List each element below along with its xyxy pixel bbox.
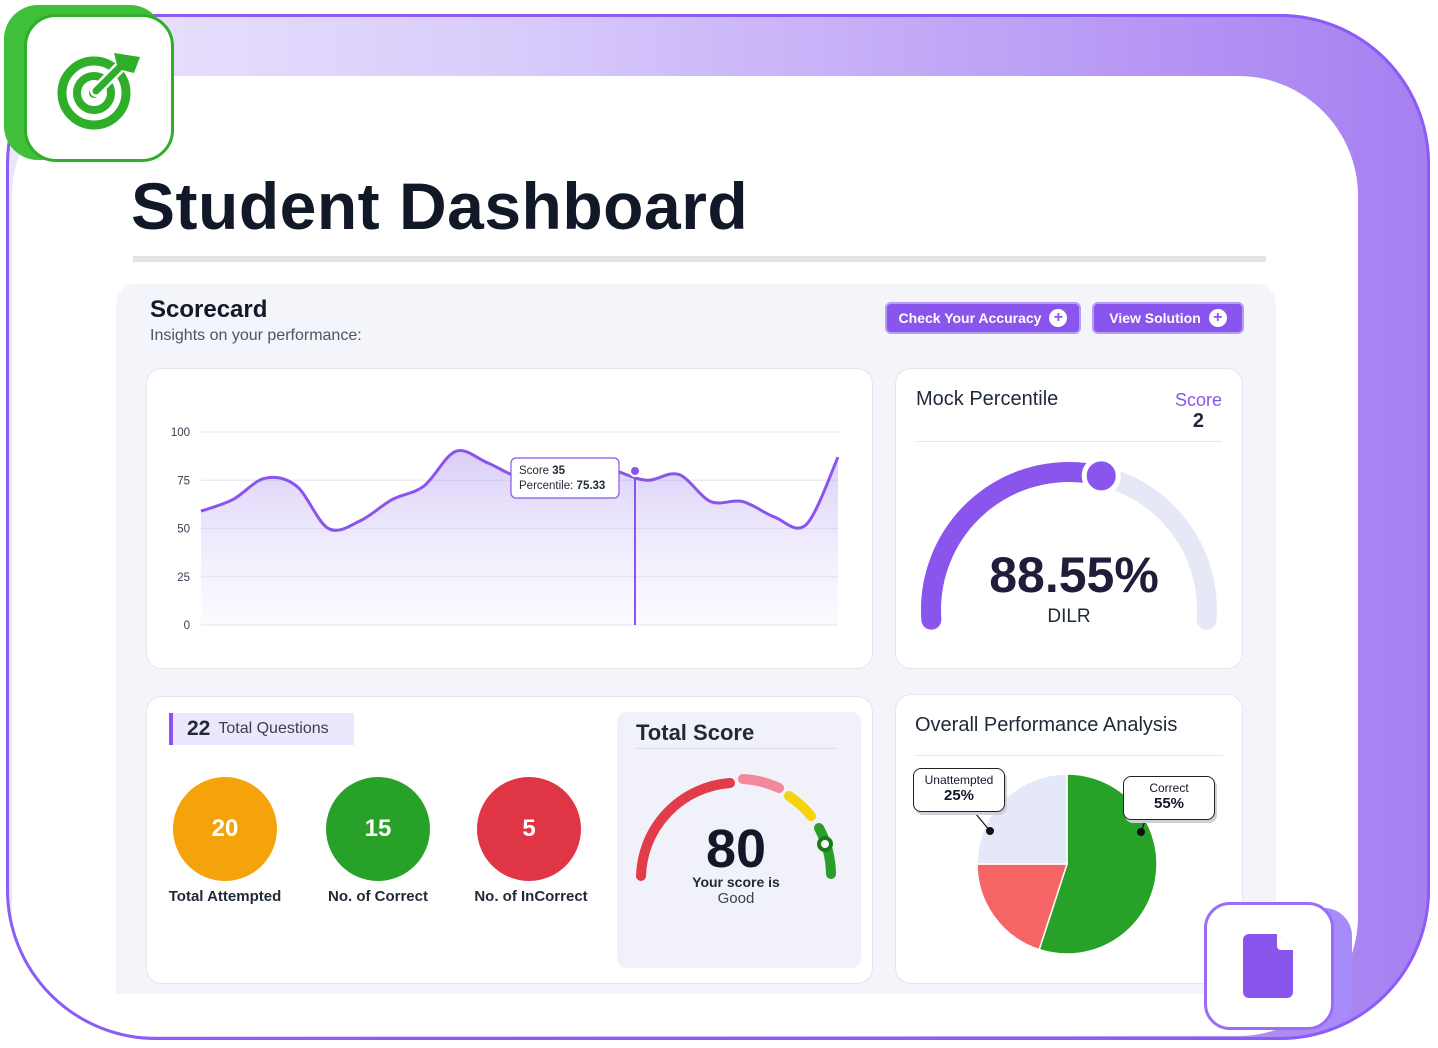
chart-y-tick: 75 <box>177 475 190 487</box>
mock-percentile-divider <box>916 441 1222 442</box>
total-questions-badge: 22 Total Questions <box>169 713 354 745</box>
correct-leader-dot <box>1137 828 1145 836</box>
total-score-value: 80 <box>705 819 767 879</box>
percentile-gauge <box>921 456 1217 630</box>
check-accuracy-button[interactable]: Check Your Accuracy + <box>885 302 1081 334</box>
correct-callout: Correct 55% <box>1123 776 1215 820</box>
mock-percentile-value: 88.55% <box>989 547 1159 603</box>
check-accuracy-label: Check Your Accuracy <box>898 310 1042 326</box>
logo-badge <box>24 14 174 162</box>
correct-circle: 15 <box>326 777 430 881</box>
svg-text:Score 35: Score 35 <box>519 465 566 477</box>
chart-y-tick: 0 <box>184 620 190 632</box>
file-icon <box>1243 934 1293 998</box>
gauge-fill <box>921 462 1112 630</box>
scorecard-title: Scorecard <box>150 296 268 323</box>
score-gauge <box>636 774 836 881</box>
score-gauge-marker <box>817 836 833 852</box>
score-gauge-pink-segment <box>738 774 784 793</box>
mock-percentile-title: Mock Percentile <box>916 388 1059 410</box>
attempted-circle: 20 <box>173 777 277 881</box>
total-score-rating: Good <box>717 890 755 907</box>
mock-score-label: Score <box>1174 390 1222 410</box>
correct-label: No. of Correct <box>327 888 428 905</box>
target-arrow-icon <box>57 53 140 130</box>
performance-divider <box>915 755 1223 756</box>
percentile-line-chart: 0 25 50 75 100 Score 35 Percentile: 75.33 <box>171 427 840 632</box>
tooltip-percentile-label: Percentile: <box>519 480 573 492</box>
mock-percentile-section: DILR <box>1047 606 1091 627</box>
tooltip-score-label: Score <box>519 465 549 477</box>
tooltip-score-value: 35 <box>552 465 565 477</box>
unattempted-leader-dot <box>986 827 994 835</box>
gauge-knob[interactable] <box>1081 456 1121 496</box>
chart-y-tick: 50 <box>177 524 190 536</box>
chart-y-tick: 100 <box>171 427 190 439</box>
view-solution-button[interactable]: View Solution + <box>1092 302 1244 334</box>
unattempted-callout-label: Unattempted <box>924 773 994 787</box>
unattempted-callout: Unattempted 25% <box>913 768 1005 812</box>
correct-count: 15 <box>364 815 392 842</box>
performance-title: Overall Performance Analysis <box>915 714 1178 736</box>
attempted-label: Total Attempted <box>168 888 282 905</box>
file-badge[interactable] <box>1204 902 1334 1030</box>
correct-callout-label: Correct <box>1149 781 1189 795</box>
incorrect-label: No. of InCorrect <box>474 888 588 905</box>
chart-cursor-dot[interactable] <box>629 465 641 477</box>
plus-circle-icon: + <box>1208 309 1227 327</box>
chart-tooltip: Score 35 Percentile: 75.33 <box>510 457 620 499</box>
total-score-caption: Your score is <box>692 874 780 890</box>
correct-callout-value: 55% <box>1153 795 1185 812</box>
frame-outline <box>6 14 1430 1040</box>
pie-slice-incorrect <box>976 863 1069 951</box>
page-title: Student Dashboard <box>131 169 749 243</box>
tooltip-percentile-value: 75.33 <box>577 480 606 492</box>
score-gauge-yellow-segment <box>784 791 816 821</box>
plus-circle-icon: + <box>1049 309 1068 327</box>
chart-y-tick: 25 <box>177 572 190 584</box>
score-gauge-red-segment <box>636 778 735 881</box>
title-divider <box>133 256 1266 262</box>
scorecard-subtitle: Insights on your performance: <box>150 327 362 344</box>
unattempted-callout-value: 25% <box>943 787 975 804</box>
attempted-count: 20 <box>211 815 239 842</box>
incorrect-count: 5 <box>522 815 536 842</box>
total-score-divider <box>636 748 836 749</box>
total-questions-count: 22 <box>187 717 211 740</box>
total-questions-label: Total Questions <box>218 720 329 737</box>
incorrect-circle: 5 <box>477 777 581 881</box>
view-solution-label: View Solution <box>1109 310 1201 326</box>
total-score-title: Total Score <box>636 720 755 745</box>
mock-score-value: 2 <box>1192 410 1204 432</box>
svg-text:Percentile: 75.33: Percentile: 75.33 <box>519 480 605 492</box>
chart-area-fill <box>201 450 838 625</box>
